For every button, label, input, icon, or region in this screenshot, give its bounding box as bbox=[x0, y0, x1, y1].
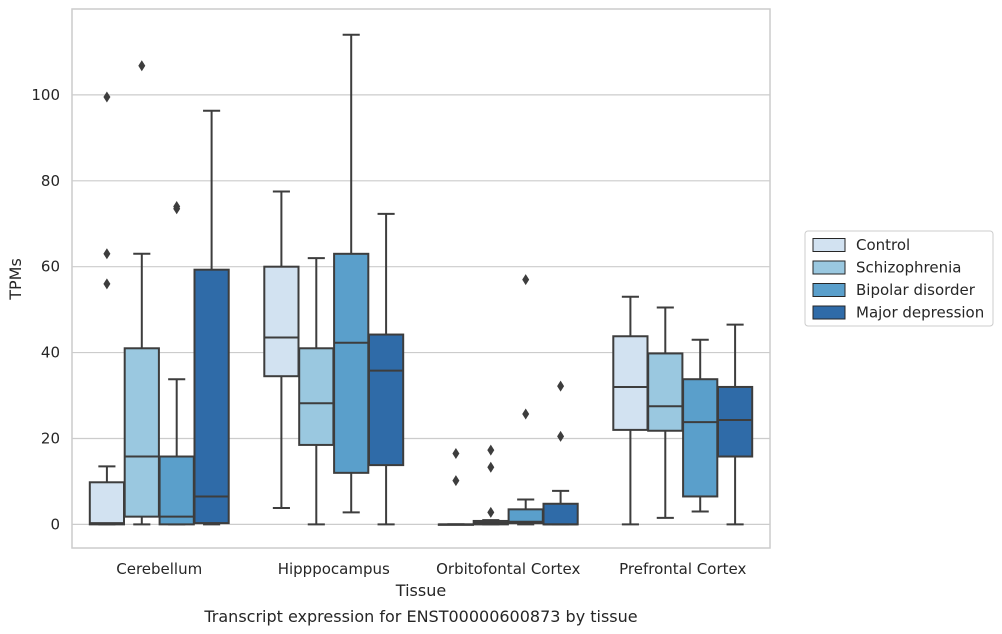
legend-label: Bipolar disorder bbox=[856, 281, 976, 299]
box bbox=[682, 378, 719, 498]
box bbox=[612, 335, 649, 431]
y-tick-label: 40 bbox=[41, 344, 60, 362]
outlier-point bbox=[103, 248, 111, 260]
box-plot bbox=[158, 201, 195, 526]
y-tick-labels: 0 20 40 60 80 100 bbox=[31, 86, 60, 533]
outlier-point bbox=[138, 60, 146, 72]
x-tick-label: Prefrontal Cortex bbox=[619, 560, 746, 578]
box-plot bbox=[88, 91, 126, 526]
y-tick-label: 80 bbox=[41, 172, 60, 190]
box-plot bbox=[123, 60, 160, 526]
box-plot bbox=[367, 212, 405, 526]
box bbox=[88, 481, 126, 526]
outlier-point bbox=[452, 448, 460, 460]
box-plots bbox=[88, 33, 754, 526]
box-plot bbox=[716, 323, 754, 526]
x-axis-label: Tissue bbox=[395, 581, 446, 600]
y-tick-label: 20 bbox=[41, 429, 60, 447]
legend-label: Schizophrenia bbox=[856, 259, 961, 277]
outlier-point bbox=[487, 461, 495, 473]
outlier-point bbox=[557, 380, 565, 392]
x-tick-label: Orbitofontal Cortex bbox=[436, 560, 580, 578]
y-tick-label: 0 bbox=[50, 515, 60, 533]
box-plot bbox=[542, 380, 579, 526]
legend-frame bbox=[804, 230, 994, 327]
plot-frame bbox=[71, 8, 771, 549]
legend-swatch bbox=[812, 238, 846, 252]
legend-label: Control bbox=[856, 236, 910, 254]
box-plot bbox=[263, 190, 300, 510]
box-plot bbox=[612, 295, 649, 526]
outlier-point bbox=[173, 201, 181, 213]
box bbox=[158, 455, 195, 526]
box-plot bbox=[437, 448, 475, 526]
box bbox=[367, 333, 405, 467]
box-plot bbox=[298, 257, 335, 526]
box bbox=[298, 347, 335, 446]
box bbox=[716, 385, 754, 458]
outlier-point bbox=[103, 278, 111, 290]
legend-swatch bbox=[812, 305, 846, 320]
box bbox=[647, 352, 684, 432]
outlier-point bbox=[487, 506, 495, 518]
box-plot bbox=[507, 274, 544, 526]
outlier-point bbox=[452, 475, 460, 487]
box bbox=[123, 347, 160, 518]
outlier-point bbox=[522, 274, 530, 286]
x-tick-label: Cerebellum bbox=[116, 560, 202, 578]
box bbox=[333, 252, 370, 474]
outlier-point bbox=[103, 91, 111, 103]
x-tick-labels: Cerebellum Hipppocampus Orbitofontal Corte… bbox=[116, 560, 746, 578]
y-tick-label: 100 bbox=[31, 86, 60, 104]
box-plot bbox=[193, 109, 230, 526]
legend-label: Major depression bbox=[856, 304, 984, 322]
outlier-point bbox=[522, 408, 530, 420]
box bbox=[193, 268, 230, 525]
x-tick-label: Hipppocampus bbox=[278, 560, 390, 578]
box bbox=[542, 502, 579, 526]
legend-swatch bbox=[812, 283, 846, 297]
box bbox=[263, 265, 300, 378]
legend: Control Schizophrenia Bipolar disorder Majo… bbox=[804, 230, 994, 327]
outlier-point bbox=[487, 444, 495, 456]
chart-caption: Transcript expression for ENST0000060087… bbox=[203, 607, 637, 626]
y-axis-label: TPMs bbox=[6, 258, 25, 301]
y-tick-label: 60 bbox=[41, 258, 60, 276]
legend-swatch bbox=[812, 260, 846, 275]
outlier-point bbox=[557, 430, 565, 442]
